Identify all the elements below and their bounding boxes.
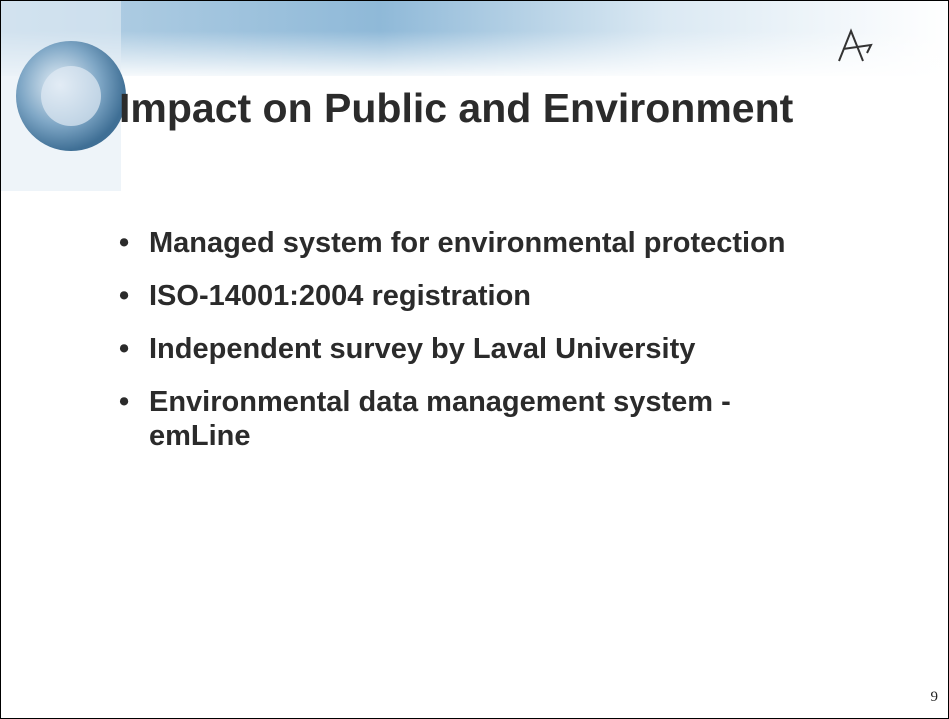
bullet: Environmental data management system - e…: [113, 385, 839, 453]
bullet: Managed system for environmental protect…: [113, 226, 873, 260]
bullet-list: Managed system for environmental protect…: [113, 226, 873, 472]
page-number: 9: [930, 689, 939, 705]
bullet: ISO-14001:2004 registration: [113, 279, 873, 313]
header-decoration: [1, 1, 948, 191]
slide-title: Impact on Public and Environment: [119, 85, 794, 131]
bullet: Independent survey by Laval University: [113, 332, 873, 366]
